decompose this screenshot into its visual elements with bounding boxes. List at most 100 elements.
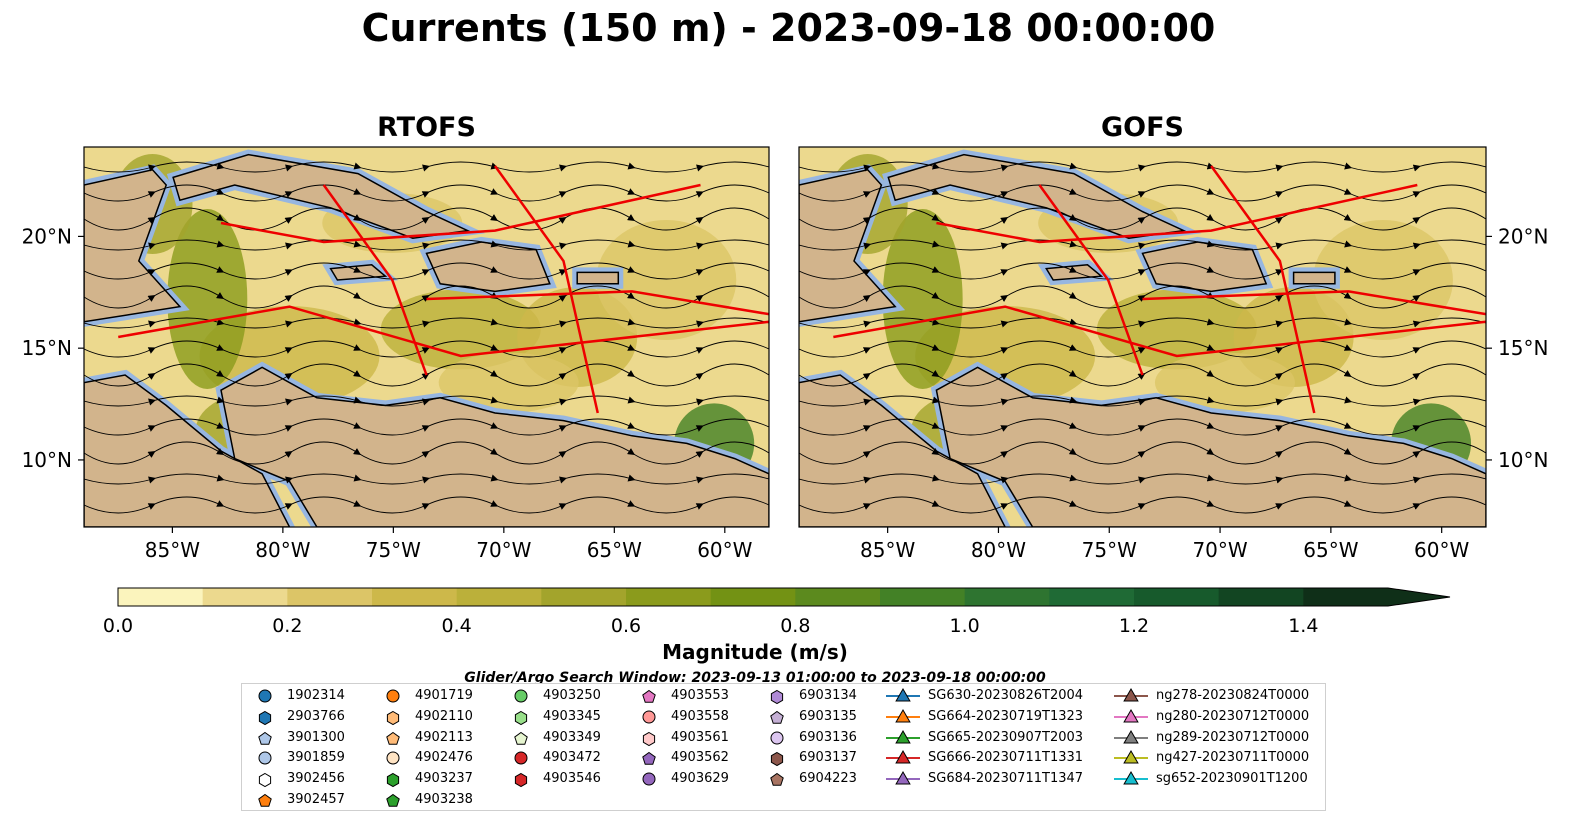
colorbar-bin	[287, 588, 373, 606]
colorbar-frame	[117, 587, 1451, 607]
triangle-marker-icon	[886, 729, 920, 744]
colorbar-bin	[880, 588, 966, 606]
eez-boundary	[493, 165, 599, 414]
legend-entry-label: 4903238	[415, 792, 473, 807]
streamline	[84, 496, 769, 514]
lon-tick-label: 70°W	[476, 538, 531, 562]
pentagon-marker-icon	[258, 731, 272, 745]
colorbar-tick-label: 0.4	[442, 615, 472, 637]
legend-entry-label: 4903558	[671, 708, 729, 724]
triangle-marker-icon	[1114, 729, 1148, 744]
streamline	[799, 207, 1486, 231]
hexagon-marker-icon	[642, 731, 656, 746]
streamline	[799, 496, 1486, 514]
streamline	[84, 184, 769, 202]
triangle-marker-icon	[1114, 750, 1148, 764]
lat-tick-label: 15°N	[1498, 336, 1548, 360]
colorbar-tick-label: 1.0	[950, 615, 980, 637]
streamline	[84, 262, 769, 280]
circle-marker-icon	[258, 689, 272, 703]
colorbar-tick-label: 0.0	[103, 615, 133, 637]
pentagon-marker-icon	[770, 773, 784, 786]
legend-entry-label: 4901719	[415, 688, 473, 703]
legend-entry-label: 4903629	[671, 771, 729, 787]
streamline	[84, 161, 769, 173]
colorbar-bin	[118, 588, 204, 606]
pentagon-marker-icon	[514, 731, 528, 745]
lon-tick-label: 80°W	[971, 538, 1026, 562]
eez-boundary	[322, 184, 428, 376]
circle-marker-icon	[514, 751, 528, 765]
colorbar-tick-label: 0.6	[611, 615, 641, 637]
map-panel-rtofs	[84, 147, 769, 527]
map-frame	[798, 146, 1487, 528]
legend-entry-label: ng278-20230824T0000	[1156, 688, 1310, 703]
colorbar-bin	[1049, 588, 1135, 606]
circle-marker-icon	[386, 751, 400, 765]
streamline	[84, 418, 769, 436]
pentagon-marker-icon	[642, 752, 656, 766]
legend-entry-label: 2903766	[287, 708, 345, 724]
colorbar-bin	[964, 588, 1050, 606]
eez-boundary	[1210, 165, 1316, 414]
legend-entry-label: 3902457	[287, 792, 345, 807]
eez-boundary	[118, 305, 769, 358]
colorbar-bin	[1218, 588, 1304, 606]
legend-entry-label: 4903553	[671, 688, 729, 703]
legend-entry-label: 6904223	[799, 771, 857, 787]
streamline	[84, 395, 769, 407]
pentagon-marker-icon	[386, 731, 400, 745]
legend-entry-label: 4902476	[415, 750, 473, 766]
lon-tick-label: 60°W	[1414, 538, 1469, 562]
streamline	[799, 418, 1486, 436]
circle-marker-icon	[642, 710, 656, 724]
colorbar-extend-arrow	[1388, 588, 1450, 606]
lon-tick-label: 75°W	[366, 538, 421, 562]
panel-title-rtofs: RTOFS	[377, 112, 476, 143]
hexagon-marker-icon	[514, 710, 528, 725]
map-frame	[83, 146, 770, 528]
legend-entry-label: 4903237	[415, 771, 473, 787]
lon-tick-label: 75°W	[1082, 538, 1137, 562]
legend-entry-label: ng289-20230712T0000	[1156, 729, 1310, 745]
colorbar-bin	[795, 588, 881, 606]
legend-entry-label: SG666-20230711T1331	[928, 750, 1084, 766]
legend-entry-label: ng280-20230712T0000	[1156, 708, 1310, 724]
hexagon-marker-icon	[386, 710, 400, 725]
legend-entry-label: 1902314	[287, 688, 345, 703]
eez-boundary	[220, 183, 701, 244]
speed-contour	[596, 220, 737, 340]
legend-entry-label: 4903345	[543, 708, 601, 724]
lon-tick-label: 70°W	[1192, 538, 1247, 562]
legend-entry-label: 4902110	[415, 708, 473, 724]
figure-title: Currents (150 m) - 2023-09-18 00:00:00	[361, 6, 1216, 50]
triangle-marker-icon	[886, 771, 920, 785]
circle-marker-icon	[770, 731, 784, 745]
legend-entry-label: 6903137	[799, 750, 857, 766]
lat-tick-label: 10°N	[22, 448, 72, 472]
legend-entry-label: 4903250	[543, 688, 601, 703]
streamline	[799, 285, 1486, 309]
triangle-marker-icon	[1114, 708, 1148, 723]
legend-title: Glider/Argo Search Window: 2023-09-13 01…	[464, 670, 1046, 686]
streamline	[799, 441, 1486, 465]
eez-boundary	[1038, 184, 1144, 376]
hexagon-marker-icon	[258, 710, 272, 725]
colorbar-tick-label: 0.2	[272, 615, 302, 637]
colorbar-tick-label: 1.4	[1288, 615, 1318, 637]
triangle-marker-icon	[1114, 771, 1148, 785]
colorbar-bin	[1134, 588, 1220, 606]
pentagon-marker-icon	[386, 793, 400, 807]
lon-tick-label: 85°W	[860, 538, 915, 562]
streamline	[799, 184, 1486, 202]
lat-tick-label: 15°N	[22, 336, 72, 360]
circle-marker-icon	[642, 772, 656, 786]
circle-marker-icon	[258, 751, 272, 765]
legend-entry-label: SG630-20230826T2004	[928, 688, 1084, 703]
lat-tick-label: 20°N	[1498, 224, 1548, 248]
land-mass	[425, 241, 551, 293]
legend-entry-label: SG665-20230907T2003	[928, 729, 1084, 745]
streamline	[84, 207, 769, 231]
legend-entry-label: 4903561	[671, 729, 729, 745]
lat-tick-label: 20°N	[22, 224, 72, 248]
